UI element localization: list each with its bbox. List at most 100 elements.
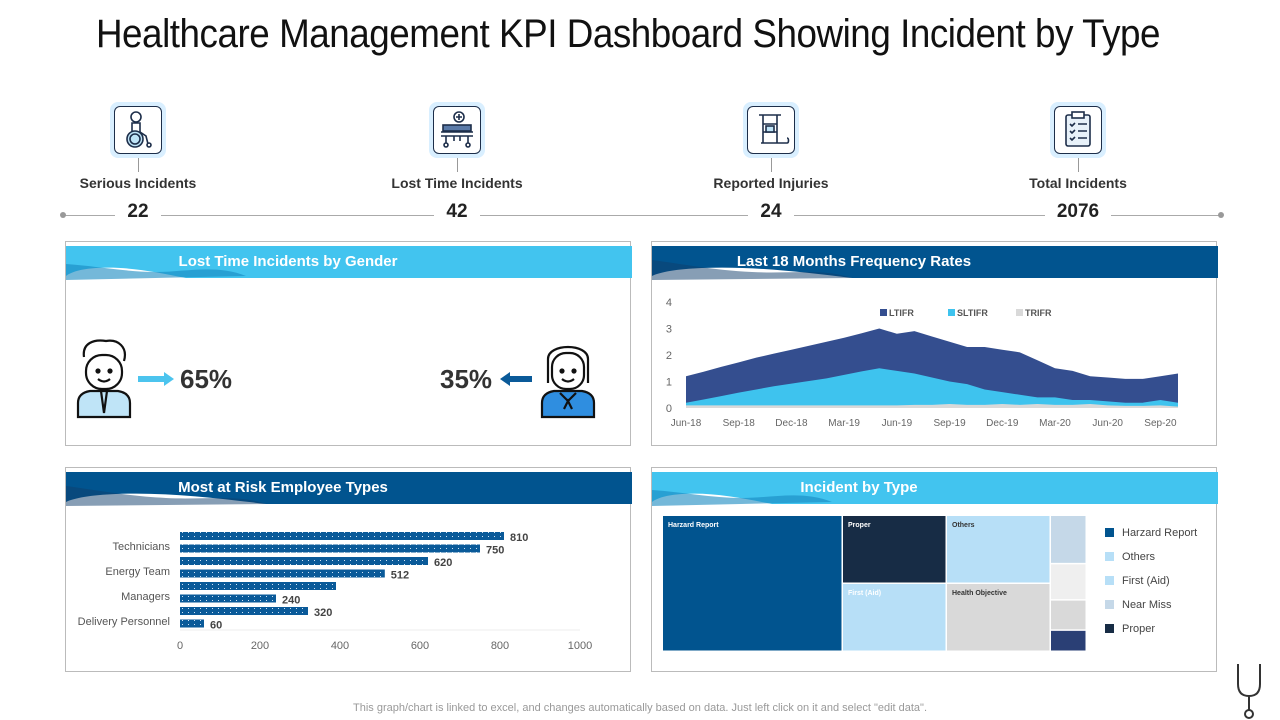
kpi-value: 24	[748, 201, 794, 223]
clipboard-checklist-icon	[1054, 106, 1102, 154]
treemap-cell	[663, 516, 842, 651]
risk-card: Most at Risk Employee Types 810 750 620 512…	[65, 467, 632, 672]
y-tick-label: 1	[666, 377, 672, 389]
x-tick-label: 400	[331, 640, 349, 652]
bar-data-label: 620	[434, 557, 452, 569]
female-percentage: 35%	[440, 364, 493, 394]
treemap-label: Health Objective	[952, 590, 1007, 597]
x-tick-label: Jun-19	[882, 418, 913, 429]
bar-data-label: 750	[486, 545, 504, 557]
y-category-label: Delivery Personnel	[78, 616, 170, 628]
treemap-cell	[843, 516, 946, 583]
bar	[180, 582, 336, 590]
legend-label: TRIFR	[1025, 308, 1052, 318]
y-category-label: Energy Team	[105, 566, 170, 578]
treemap-label: Harzard Report	[668, 522, 719, 529]
area-series-trifr	[686, 404, 1178, 408]
bar-data-label: 810	[510, 532, 528, 544]
bar	[180, 619, 204, 628]
x-tick-label: Mar-20	[1039, 418, 1071, 429]
bar	[180, 569, 385, 578]
wheelchair-icon	[114, 106, 162, 154]
treemap-cell	[1051, 630, 1086, 651]
x-tick-label: 1000	[568, 640, 592, 652]
y-tick-label: 0	[666, 403, 672, 415]
kpi-label: Total Incidents	[1029, 175, 1127, 191]
treemap-cell	[1051, 600, 1086, 630]
legend-swatch	[948, 309, 955, 316]
bar	[180, 607, 308, 615]
card-title: Most at Risk Employee Types	[178, 479, 388, 496]
leg-injury-icon	[747, 106, 795, 154]
bar-data-label: 512	[391, 570, 409, 582]
legend-swatch	[1105, 552, 1114, 561]
legend-item: Harzard Report	[1105, 527, 1197, 539]
male-percentage: 65%	[180, 364, 233, 394]
kpi-value: 42	[434, 201, 480, 223]
page-title: Healthcare Management KPI Dashboard Show…	[95, 12, 1161, 56]
x-tick-label: Mar-19	[828, 418, 860, 429]
incident-card: Incident by Type Harzard Report Proper Fir…	[651, 467, 1218, 672]
bar	[180, 594, 276, 603]
x-tick-label: Sep-20	[1144, 418, 1177, 429]
incident-treemap: Harzard Report Proper First (Aid) Others Hea…	[663, 516, 1086, 651]
treemap-cell	[1051, 516, 1086, 563]
legend-item: Proper	[1105, 623, 1155, 635]
x-tick-label: Sep-18	[723, 418, 756, 429]
bar	[180, 557, 428, 565]
card-title: Lost Time Incidents by Gender	[178, 253, 398, 270]
legend-label: Harzard Report	[1122, 527, 1198, 539]
legend-label: First (Aid)	[1122, 575, 1170, 587]
timeline-start-dot	[60, 212, 66, 218]
legend-swatch	[1105, 576, 1114, 585]
treemap-cell	[947, 584, 1050, 651]
y-category-label: Managers	[121, 591, 170, 603]
legend-label: Proper	[1122, 623, 1156, 635]
legend-swatch	[1105, 600, 1114, 609]
area-series-sltifr	[686, 368, 1178, 408]
legend-label: Others	[1122, 551, 1156, 563]
footer-note: This graph/chart is linked to excel, and…	[352, 702, 928, 714]
legend-item: First (Aid)	[1105, 575, 1170, 587]
hospital-bed-icon	[433, 106, 481, 154]
x-tick-label: Dec-18	[775, 418, 808, 429]
bar-data-label: 240	[282, 595, 300, 607]
gender-card: Lost Time Incidents by Gender 65% 35%	[65, 241, 632, 446]
female-employee-icon	[540, 346, 596, 419]
legend-swatch	[1105, 624, 1114, 633]
y-tick-label: 4	[666, 297, 672, 309]
frequency-card: Last 18 Months Frequency Rates 0 1 2 3 4 Jun-…	[651, 241, 1218, 446]
x-tick-label: Dec-19	[986, 418, 1019, 429]
bar	[180, 532, 504, 540]
timeline-end-dot	[1218, 212, 1224, 218]
card-header: Most at Risk Employee Types	[66, 472, 632, 506]
card-header: Last 18 Months Frequency Rates	[652, 246, 1218, 280]
legend-label: SLTIFR	[957, 308, 988, 318]
male-employee-icon	[76, 339, 132, 419]
treemap-label: Others	[952, 522, 975, 529]
kpi-reported-injuries: Reported Injuries 24	[671, 102, 871, 223]
kpi-total-incidents: Total Incidents 2076	[978, 102, 1178, 223]
kpi-label: Serious Incidents	[79, 175, 197, 191]
x-tick-label: 800	[491, 640, 509, 652]
legend-item: Near Miss	[1105, 599, 1172, 611]
timeline-line	[62, 215, 1222, 216]
arrow-left-icon	[500, 372, 532, 386]
legend-label: Near Miss	[1122, 599, 1172, 611]
arrow-right-icon	[138, 372, 174, 386]
legend-swatch	[1105, 528, 1114, 537]
legend-swatch	[1016, 309, 1023, 316]
bar-data-label: 60	[210, 620, 222, 632]
legend-item: Others	[1105, 551, 1155, 563]
treemap-cell	[843, 584, 946, 651]
stethoscope-icon	[1237, 664, 1261, 719]
treemap-label: Proper	[848, 522, 871, 529]
bar-data-label: 320	[314, 607, 332, 619]
card-title: Last 18 Months Frequency Rates	[736, 253, 972, 270]
treemap-cell	[1051, 564, 1086, 600]
treemap-label: First (Aid)	[848, 590, 881, 597]
kpi-label: Lost Time Incidents	[391, 175, 523, 191]
frequency-area-chart: 0 1 2 3 4 Jun-18 Sep-18 Dec-18 Mar-19 Jun-19 Sep-1…	[666, 297, 1178, 429]
kpi-label: Reported Injuries	[713, 175, 829, 191]
kpi-lost-time-incidents: Lost Time Incidents 42	[357, 102, 557, 223]
